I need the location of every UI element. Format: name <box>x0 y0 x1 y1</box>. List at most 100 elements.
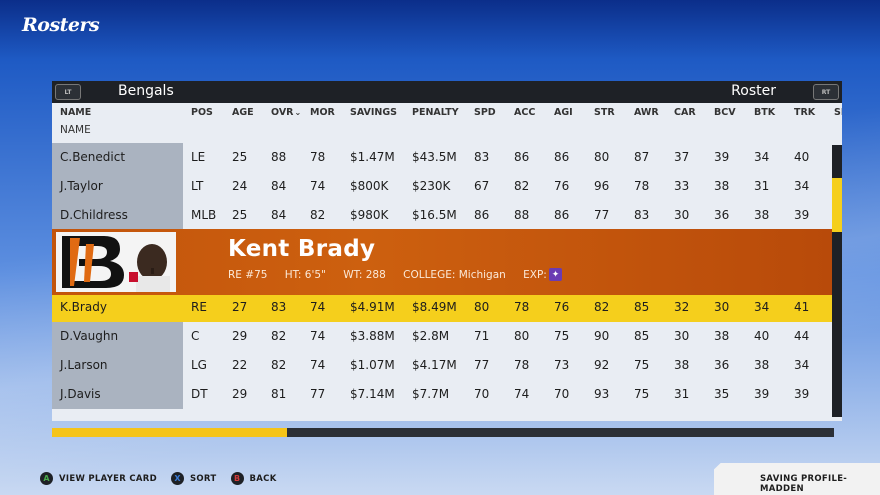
cell-car: 33 <box>674 179 690 193</box>
hint-back[interactable]: B BACK <box>230 472 277 485</box>
column-header-row: NAME POS AGE OVR⌄ MOR SAVINGS PENALTY SPD ACC AGI… <box>52 103 842 123</box>
table-row[interactable]: D.Childress MLB 25 84 82 $980K $16.5M 86 88 86 77 8… <box>52 201 842 230</box>
name-cell-bg <box>52 322 183 351</box>
cell-car: 37 <box>674 150 690 164</box>
column-header-penalty[interactable]: PENALTY <box>412 107 459 118</box>
hint-view-player-card[interactable]: A VIEW PLAYER CARD <box>40 472 157 485</box>
column-header-btk[interactable]: BTK <box>754 107 776 118</box>
cell-bcv: 39 <box>714 150 730 164</box>
cell-acc: 78 <box>514 300 530 314</box>
cell-btk: 38 <box>754 208 770 222</box>
cell-mor: 78 <box>310 150 326 164</box>
progress-fill <box>52 428 287 437</box>
cell-car: 32 <box>674 300 690 314</box>
cell-agi: 76 <box>554 300 570 314</box>
cell-awr: 83 <box>634 208 650 222</box>
column-header-spd[interactable]: SPD <box>474 107 496 118</box>
column-header-acc[interactable]: ACC <box>514 107 536 118</box>
sort-desc-icon: ⌄ <box>294 108 302 117</box>
cell-mor: 74 <box>310 358 326 372</box>
cell-agi: 86 <box>554 208 570 222</box>
cell-btk: 39 <box>754 387 770 401</box>
column-header-agi[interactable]: AGI <box>554 107 573 118</box>
cell-str: 96 <box>594 179 610 193</box>
hint-sort[interactable]: X SORT <box>170 472 217 485</box>
cell-trk: 39 <box>794 208 810 222</box>
cell-mor: 74 <box>310 300 326 314</box>
scrollbar-thumb[interactable] <box>832 177 842 233</box>
column-header-sf[interactable]: SF <box>834 107 842 118</box>
name-cell-bg <box>52 293 183 322</box>
view-label: Roster <box>731 83 776 99</box>
column-header-ovr[interactable]: OVR⌄ <box>271 107 302 118</box>
player-college: COLLEGE: Michigan <box>403 269 506 281</box>
cell-trk: 39 <box>794 387 810 401</box>
rt-bumper-icon[interactable]: RT <box>813 84 839 100</box>
cell-trk: 41 <box>794 300 810 314</box>
cell-str: 80 <box>594 150 610 164</box>
cell-mor: 82 <box>310 208 326 222</box>
cell-acc: 82 <box>514 179 530 193</box>
cell-awr: 75 <box>634 358 650 372</box>
cell-name: J.Taylor <box>60 179 103 193</box>
cell-acc: 74 <box>514 387 530 401</box>
cell-trk: 44 <box>794 329 810 343</box>
column-header-name[interactable]: NAME <box>60 107 92 118</box>
cell-penalty: $43.5M <box>412 150 457 164</box>
cell-spd: 80 <box>474 300 490 314</box>
table-row[interactable]: C.Benedict LE 25 88 78 $1.47M $43.5M 83 86 86 80 87… <box>52 143 842 172</box>
roster-panel: LT Bengals Roster RT NAME POS AGE OVR⌄ MOR SA… <box>52 81 842 421</box>
save-status: SAVING PROFILE-MADDEN <box>760 474 848 494</box>
column-header-bcv[interactable]: BCV <box>714 107 736 118</box>
table-row[interactable]: J.Davis DT 29 81 77 $7.14M $7.7M 70 74 70 93 75 31 35… <box>52 380 842 409</box>
cell-penalty: $2.8M <box>412 329 450 343</box>
cell-awr: 85 <box>634 329 650 343</box>
scrollbar[interactable] <box>832 145 842 417</box>
column-header-mor[interactable]: MOR <box>310 107 335 118</box>
column-header-awr[interactable]: AWR <box>634 107 659 118</box>
cell-btk: 40 <box>754 329 770 343</box>
cell-spd: 71 <box>474 329 490 343</box>
cell-awr: 85 <box>634 300 650 314</box>
table-row[interactable]: J.Taylor LT 24 84 74 $800K $230K 67 82 76 96 78 33 38… <box>52 172 842 201</box>
table-row[interactable]: K.Brady RE 27 83 74 $4.91M $8.49M 80 78 76 82 85 32 3… <box>52 293 842 322</box>
cell-btk: 38 <box>754 358 770 372</box>
cell-bcv: 36 <box>714 358 730 372</box>
name-cell-bg <box>52 201 183 230</box>
cell-age: 25 <box>232 150 248 164</box>
cell-bcv: 36 <box>714 208 730 222</box>
cell-str: 82 <box>594 300 610 314</box>
save-status-box: SAVING PROFILE-MADDEN <box>714 463 880 495</box>
column-header-car[interactable]: CAR <box>674 107 696 118</box>
table-row[interactable]: J.Larson LG 22 82 74 $1.07M $4.17M 77 78 73 92 75 38… <box>52 351 842 380</box>
cell-penalty: $16.5M <box>412 208 457 222</box>
cell-pos: RE <box>191 300 207 314</box>
cell-age: 24 <box>232 179 248 193</box>
cell-savings: $1.47M <box>350 150 395 164</box>
cell-mor: 74 <box>310 179 326 193</box>
cell-trk: 34 <box>794 358 810 372</box>
team-bar: LT Bengals Roster RT <box>52 81 842 103</box>
cell-str: 92 <box>594 358 610 372</box>
team-name: Bengals <box>118 83 174 99</box>
column-header-savings[interactable]: SAVINGS <box>350 107 398 118</box>
table-row[interactable]: D.Vaughn C 29 82 74 $3.88M $2.8M 71 80 75 90 85 30 38… <box>52 322 842 351</box>
lt-bumper-icon[interactable]: LT <box>55 84 81 100</box>
cell-car: 30 <box>674 329 690 343</box>
cell-agi: 73 <box>554 358 570 372</box>
cell-age: 22 <box>232 358 248 372</box>
column-header-pos[interactable]: POS <box>191 107 213 118</box>
cell-bcv: 35 <box>714 387 730 401</box>
column-header-str[interactable]: STR <box>594 107 615 118</box>
column-header-trk[interactable]: TRK <box>794 107 816 118</box>
cell-bcv: 38 <box>714 179 730 193</box>
cell-savings: $800K <box>350 179 389 193</box>
cell-name: D.Vaughn <box>60 329 119 343</box>
cell-pos: LE <box>191 150 206 164</box>
cell-penalty: $7.7M <box>412 387 450 401</box>
cell-ovr: 84 <box>271 208 287 222</box>
player-number: RE #75 <box>228 269 268 281</box>
cell-agi: 76 <box>554 179 570 193</box>
column-header-age[interactable]: AGE <box>232 107 254 118</box>
cell-spd: 83 <box>474 150 490 164</box>
